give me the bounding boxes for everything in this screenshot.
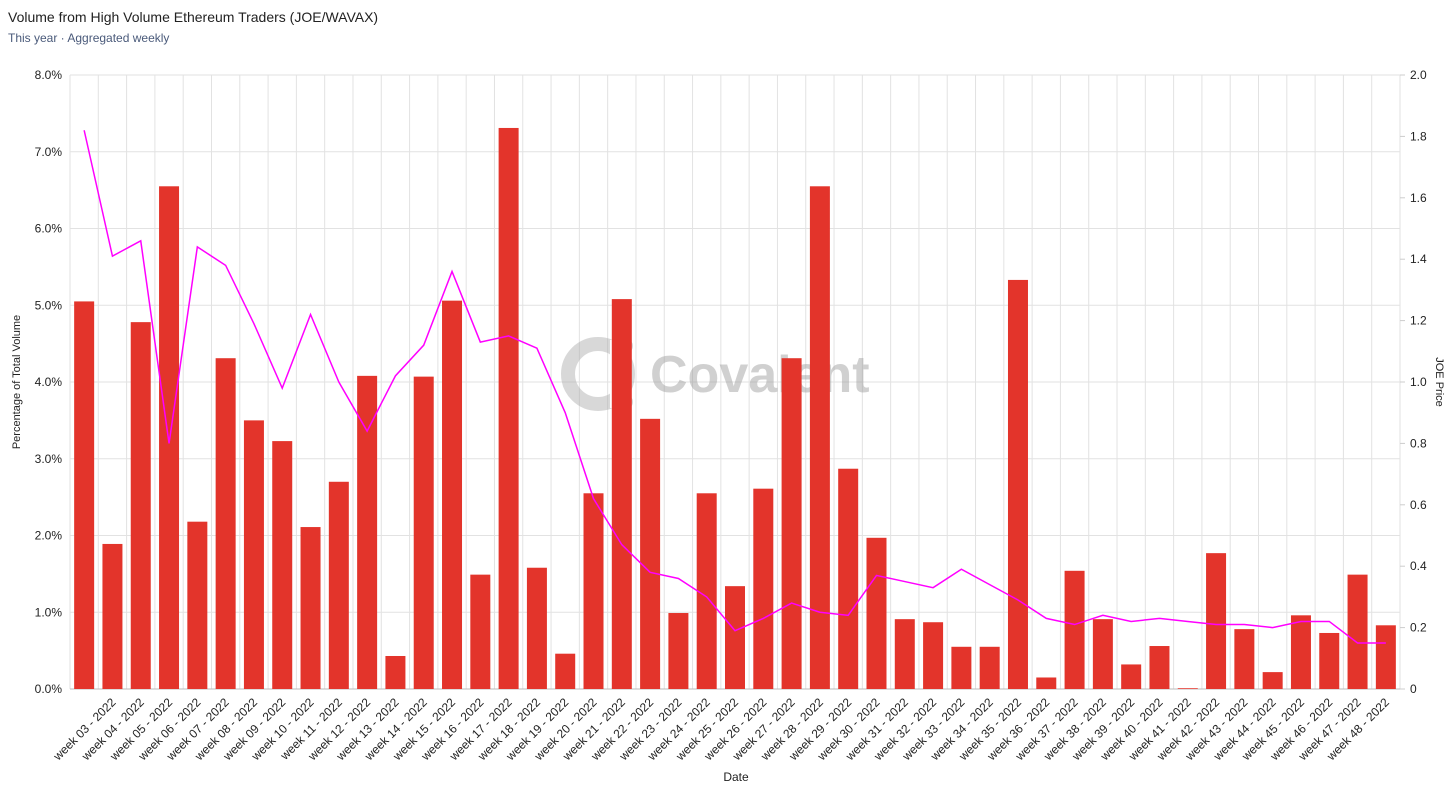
bar bbox=[1064, 570, 1085, 689]
bar bbox=[1262, 672, 1283, 689]
y-tick-label: 8.0% bbox=[35, 68, 63, 82]
y2-tick-label: 0 bbox=[1410, 682, 1417, 696]
y-tick-label: 2.0% bbox=[35, 529, 63, 543]
bar bbox=[1036, 677, 1057, 689]
bar bbox=[470, 574, 491, 689]
bar bbox=[668, 613, 689, 689]
bar bbox=[1375, 625, 1396, 689]
y-tick-label: 1.0% bbox=[35, 605, 63, 619]
bar bbox=[130, 322, 151, 689]
bar bbox=[215, 358, 236, 689]
bar bbox=[413, 376, 434, 689]
bar bbox=[866, 537, 887, 689]
chart-title: Volume from High Volume Ethereum Traders… bbox=[8, 9, 378, 25]
bar bbox=[611, 299, 632, 689]
y-tick-label: 7.0% bbox=[35, 145, 63, 159]
y2-tick-label: 1.4 bbox=[1410, 252, 1427, 266]
y2-tick-label: 1.2 bbox=[1410, 314, 1427, 328]
y-tick-label: 4.0% bbox=[35, 375, 63, 389]
bar bbox=[951, 646, 972, 689]
bar bbox=[753, 488, 774, 689]
y2-tick-label: 0.6 bbox=[1410, 498, 1427, 512]
bar bbox=[1092, 619, 1113, 689]
y2-tick-label: 0.8 bbox=[1410, 436, 1427, 450]
bar bbox=[243, 420, 264, 689]
bar bbox=[583, 493, 604, 689]
bar bbox=[187, 521, 208, 689]
line bbox=[83, 130, 1386, 644]
y2-tick-label: 0.4 bbox=[1410, 559, 1427, 573]
y-tick-label: 0.0% bbox=[35, 682, 63, 696]
y2-axis-label: JOE Price bbox=[1433, 357, 1445, 407]
bar bbox=[640, 418, 661, 689]
bar bbox=[1206, 553, 1227, 689]
bar bbox=[1121, 664, 1142, 689]
bar bbox=[894, 619, 915, 689]
y2-tick-label: 1.8 bbox=[1410, 129, 1427, 143]
y-tick-label: 5.0% bbox=[35, 298, 63, 312]
bar bbox=[74, 301, 95, 689]
y-tick-label: 6.0% bbox=[35, 222, 63, 236]
bar bbox=[696, 493, 717, 689]
bar bbox=[838, 468, 859, 689]
bar bbox=[328, 481, 349, 689]
y-tick-label: 3.0% bbox=[35, 452, 63, 466]
y2-tick-label: 2.0 bbox=[1410, 68, 1427, 82]
y-axis-label: Percentage of Total Volume bbox=[11, 315, 23, 449]
bar bbox=[498, 127, 519, 689]
chart-subtitle: This year · Aggregated weekly bbox=[8, 31, 169, 45]
bar bbox=[781, 358, 802, 689]
y2-tick-label: 1.0 bbox=[1410, 375, 1427, 389]
bar bbox=[809, 186, 830, 689]
bar bbox=[1007, 279, 1028, 689]
bar bbox=[357, 375, 378, 689]
bar bbox=[1347, 574, 1368, 689]
bar bbox=[979, 646, 1000, 689]
bar bbox=[725, 586, 745, 689]
bar bbox=[272, 441, 293, 689]
bar bbox=[442, 300, 463, 689]
bar bbox=[923, 622, 944, 689]
bar bbox=[1290, 615, 1311, 689]
x-axis-label: Date bbox=[723, 770, 749, 784]
bar bbox=[159, 186, 180, 689]
grid bbox=[69, 74, 1401, 690]
bar bbox=[1149, 646, 1170, 689]
bar bbox=[1177, 688, 1198, 689]
bar bbox=[1319, 632, 1340, 689]
bar bbox=[555, 653, 576, 689]
bar bbox=[300, 527, 321, 689]
bar bbox=[102, 543, 123, 689]
bar bbox=[526, 567, 547, 689]
y2-tick-label: 0.2 bbox=[1410, 621, 1427, 635]
y2-tick-label: 1.6 bbox=[1410, 191, 1427, 205]
watermark-text: Covalent bbox=[650, 346, 870, 404]
bar bbox=[385, 655, 406, 689]
bar bbox=[1234, 629, 1255, 689]
